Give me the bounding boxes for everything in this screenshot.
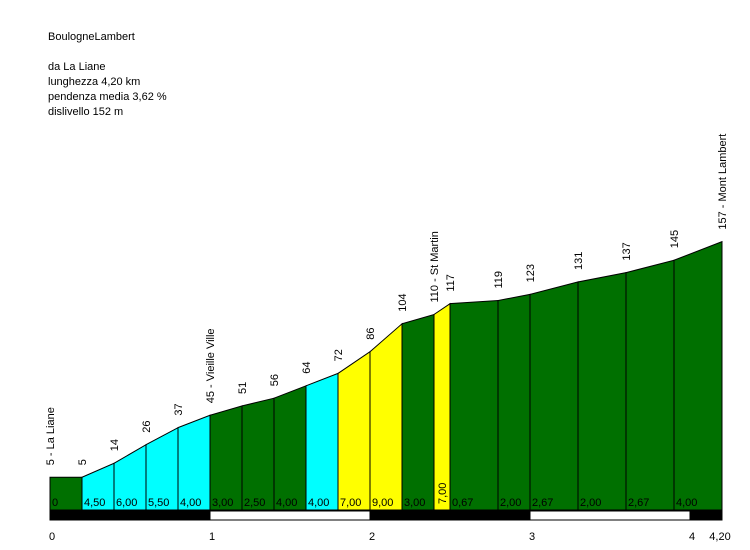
gradient-label: 3,00 bbox=[404, 497, 425, 509]
elevation-label: 119 bbox=[493, 271, 505, 289]
elevation-label: 45 - Vieille Ville bbox=[205, 328, 217, 403]
elevation-label: 5 - La Liane bbox=[45, 407, 57, 465]
gradient-label: 6,00 bbox=[116, 497, 137, 509]
climb-title: BoulogneLambert bbox=[48, 31, 135, 43]
profile-segment bbox=[577, 272, 627, 511]
gradient-labels: 0 4,50 6,00 5,50 4,00 3,00 2,50 4,00 4,00 7,00 9,0… bbox=[52, 483, 697, 509]
km-bar-segment bbox=[209, 510, 371, 521]
x-tick-label: 0 bbox=[49, 531, 55, 543]
climb-gradient: pendenza media 3,62 % bbox=[48, 91, 167, 103]
gradient-label: 2,67 bbox=[628, 497, 649, 509]
profile-segments bbox=[49, 240, 723, 511]
climb-length: lunghezza 4,20 km bbox=[48, 76, 141, 88]
gradient-label: 2,50 bbox=[244, 497, 265, 509]
elevation-label: 14 bbox=[109, 439, 121, 451]
gradient-label: 4,00 bbox=[676, 497, 697, 509]
gradient-label: 4,50 bbox=[84, 497, 105, 509]
profile-segment bbox=[401, 313, 435, 511]
gradient-label: 4,00 bbox=[308, 497, 329, 509]
climb-elevation-gain: dislivello 152 m bbox=[48, 106, 124, 118]
elevation-label: 131 bbox=[573, 252, 585, 270]
profile-segment bbox=[673, 240, 723, 511]
profile-segment bbox=[449, 300, 499, 511]
profile-segment bbox=[625, 259, 675, 511]
elevation-label: 26 bbox=[141, 420, 153, 432]
profile-segment bbox=[369, 322, 403, 511]
elevation-label: 157 - Mont Lambert bbox=[717, 134, 729, 230]
km-bar-segment bbox=[369, 510, 531, 521]
gradient-label: 2,00 bbox=[580, 497, 601, 509]
km-bar-segment bbox=[529, 510, 691, 521]
gradient-label: 7,00 bbox=[340, 497, 361, 509]
km-bar-segment bbox=[689, 510, 723, 521]
gradient-label: 4,00 bbox=[276, 497, 297, 509]
elevation-label: 104 bbox=[397, 293, 409, 311]
elevation-label: 110 - St Martin bbox=[429, 231, 441, 302]
elevation-labels: 5 - La Liane 5 14 26 37 45 - Vieille Ville 51 5… bbox=[45, 134, 729, 466]
climb-info: BoulogneLambert da La Liane lunghezza 4,… bbox=[48, 30, 167, 120]
profile-segment bbox=[305, 372, 339, 511]
profile-segment bbox=[433, 302, 451, 511]
climb-start: da La Liane bbox=[48, 61, 106, 73]
elevation-label: 117 bbox=[445, 274, 457, 292]
elevation-label: 72 bbox=[333, 349, 345, 361]
elevation-label: 56 bbox=[269, 374, 281, 386]
x-tick-label: 4 bbox=[689, 531, 695, 543]
elevation-label: 51 bbox=[237, 382, 249, 394]
x-tick-label: 1 bbox=[209, 531, 215, 543]
gradient-label: 4,00 bbox=[180, 497, 201, 509]
x-tick-label: 3 bbox=[529, 531, 535, 543]
gradient-label: 2,00 bbox=[500, 497, 521, 509]
elevation-label: 5 bbox=[77, 459, 89, 465]
x-tick-label: 4,20 bbox=[709, 531, 730, 543]
profile-segment bbox=[209, 405, 243, 511]
elevation-label: 64 bbox=[301, 362, 313, 374]
km-bar-segment bbox=[49, 510, 211, 521]
profile-segment bbox=[497, 293, 531, 511]
gradient-label: 7,00 bbox=[437, 483, 449, 504]
elevation-label: 86 bbox=[365, 327, 377, 339]
gradient-label: 9,00 bbox=[372, 497, 393, 509]
gradient-label: 0 bbox=[52, 497, 58, 509]
gradient-label: 2,67 bbox=[532, 497, 553, 509]
profile-segment bbox=[241, 397, 275, 511]
gradient-label: 3,00 bbox=[212, 497, 233, 509]
profile-segment bbox=[273, 385, 307, 511]
profile-segment bbox=[177, 414, 211, 511]
profile-segment bbox=[529, 281, 579, 511]
elevation-label: 145 bbox=[669, 230, 681, 248]
elevation-label: 123 bbox=[525, 264, 537, 282]
elevation-label: 137 bbox=[621, 242, 633, 260]
x-axis-ticks: 0 1 2 3 4 4,20 bbox=[49, 531, 731, 543]
elevation-label: 37 bbox=[173, 403, 185, 415]
x-tick-label: 2 bbox=[369, 531, 375, 543]
gradient-label: 5,50 bbox=[148, 497, 169, 509]
km-scale-bar bbox=[49, 510, 723, 521]
profile-segment bbox=[337, 350, 371, 511]
gradient-label: 0,67 bbox=[452, 497, 473, 509]
